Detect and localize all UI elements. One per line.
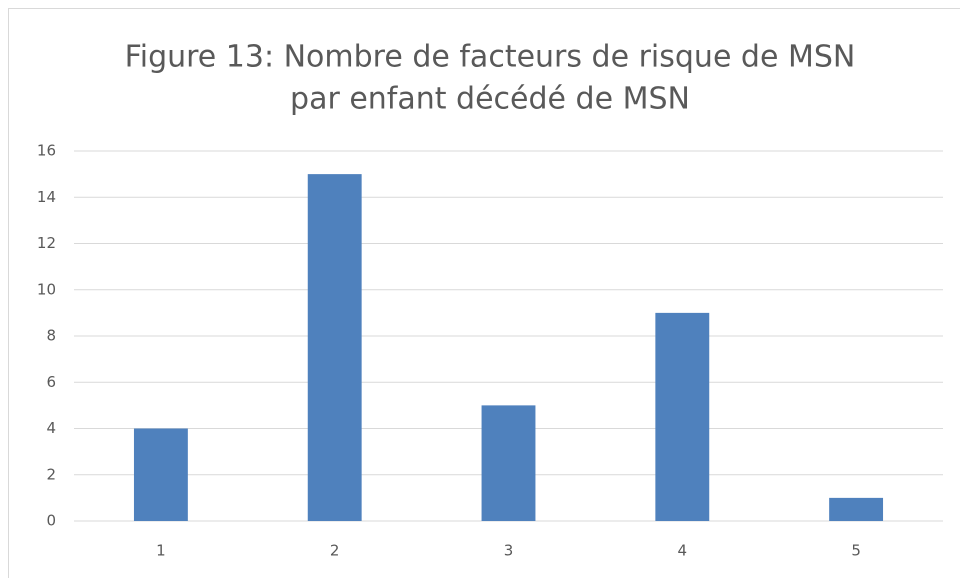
y-tick-label: 2 <box>46 465 56 483</box>
y-tick-label: 8 <box>46 327 56 345</box>
bar <box>481 405 536 521</box>
chart-title: Figure 13: Nombre de facteurs de risque … <box>125 40 856 75</box>
x-tick-label: 1 <box>156 542 166 560</box>
y-tick-label: 12 <box>37 234 56 252</box>
y-tick-label: 4 <box>46 419 56 437</box>
y-tick-label: 16 <box>37 142 56 160</box>
y-tick-label: 6 <box>46 373 56 391</box>
x-tick-label: 5 <box>851 542 861 560</box>
bar <box>829 497 884 521</box>
bar <box>655 312 710 521</box>
y-tick-label: 10 <box>37 280 56 298</box>
x-tick-label: 3 <box>504 542 514 560</box>
y-tick-label: 0 <box>46 512 56 530</box>
bar <box>133 428 188 521</box>
chart-title: par enfant décédé de MSN <box>290 82 690 117</box>
bar <box>307 174 362 521</box>
y-tick-label: 14 <box>37 188 56 206</box>
x-tick-label: 4 <box>678 542 688 560</box>
x-tick-label: 2 <box>330 542 340 560</box>
